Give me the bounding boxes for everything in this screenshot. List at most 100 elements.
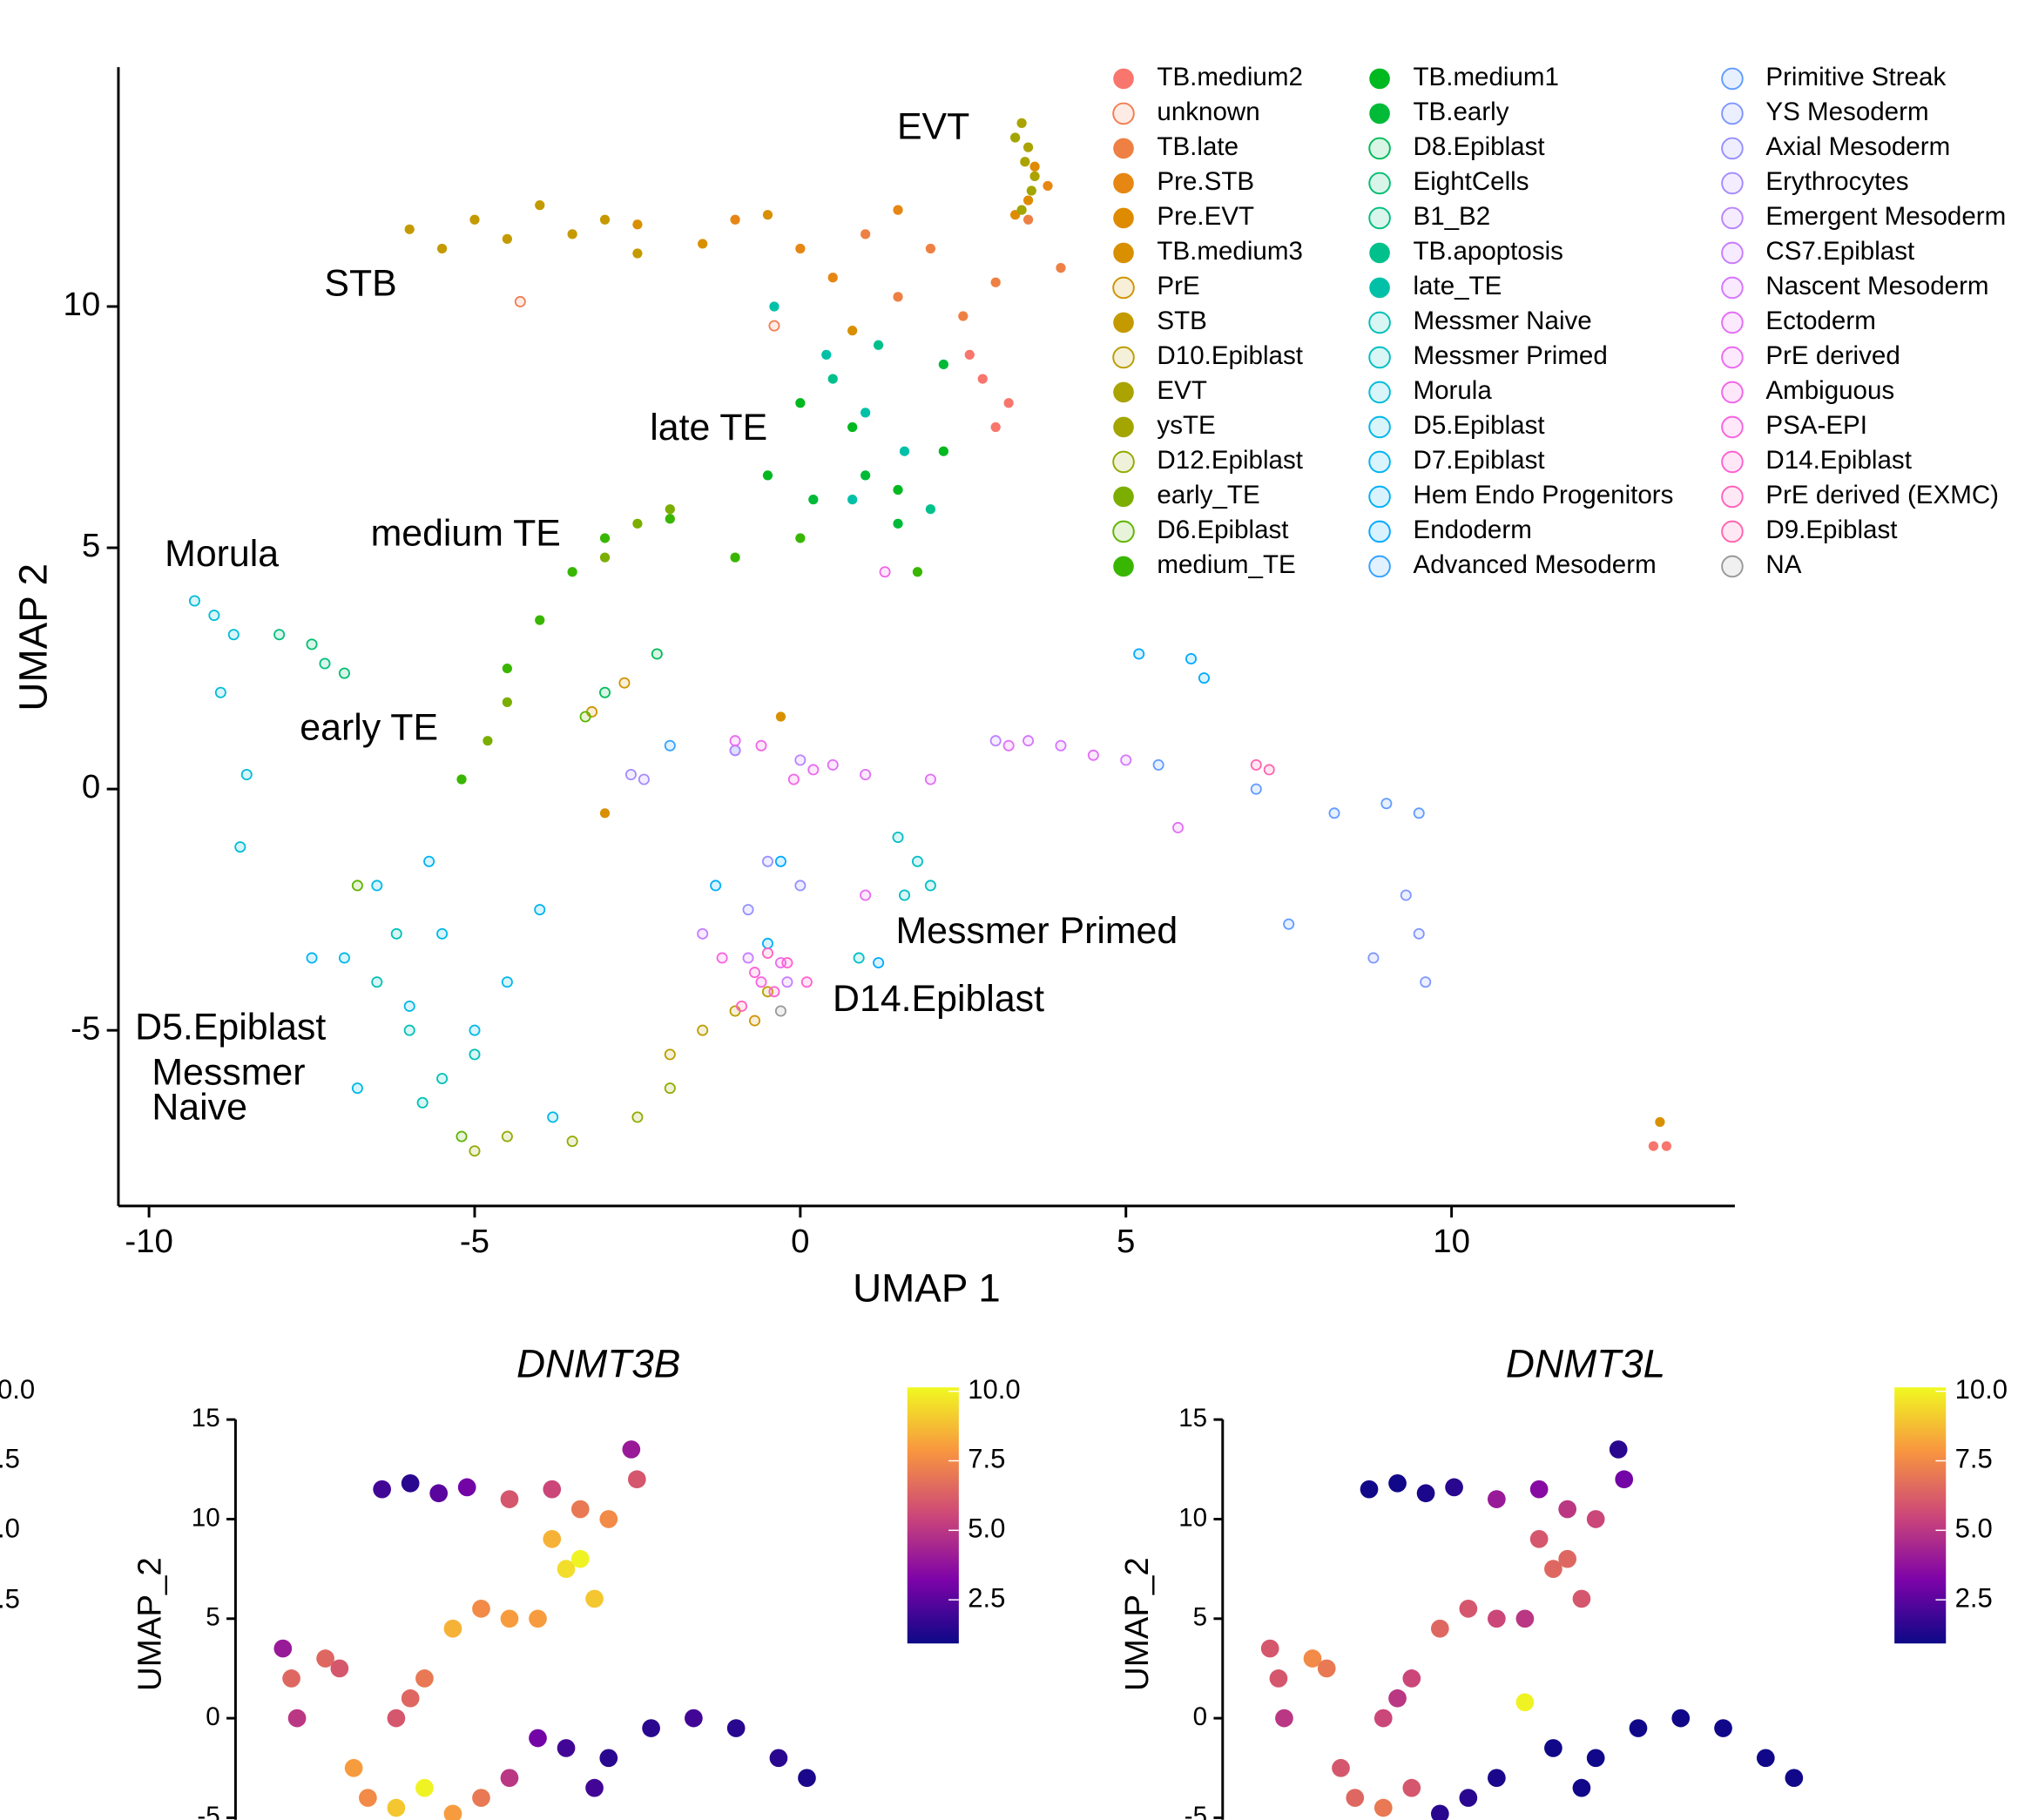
point	[893, 484, 903, 495]
cluster-label: D5.Epiblast	[135, 1007, 326, 1048]
point	[989, 735, 1002, 747]
y-tick-label: 10	[64, 286, 101, 323]
point	[1056, 263, 1066, 273]
y-axis-label: UMAP 2	[10, 563, 55, 711]
legend-marker	[1113, 556, 1134, 577]
point	[547, 1111, 559, 1123]
cell	[585, 1589, 604, 1608]
point	[827, 758, 839, 771]
point	[390, 927, 402, 940]
cell	[726, 1719, 746, 1737]
legend-label: Ambiguous	[1765, 376, 1894, 405]
cell	[273, 1639, 293, 1658]
point	[632, 248, 643, 259]
cell	[359, 1789, 377, 1807]
point	[1250, 758, 1262, 771]
cell	[472, 1600, 490, 1618]
point	[925, 504, 936, 515]
cell	[599, 1510, 618, 1528]
point	[827, 273, 838, 283]
legend-marker	[1112, 102, 1135, 125]
point	[781, 957, 793, 969]
legend-marker	[1721, 346, 1744, 369]
x-axis-label: UMAP 1	[853, 1265, 1001, 1310]
legend-label: D14.Epiblast	[1765, 446, 1912, 475]
legend-label: D8.Epiblast	[1413, 132, 1544, 161]
legend-marker	[1113, 486, 1134, 508]
legend-marker	[1721, 206, 1744, 230]
point	[755, 739, 767, 752]
colorbar-label: 10.0	[968, 1374, 1020, 1405]
legend-marker	[1368, 555, 1391, 578]
legend-marker	[1721, 520, 1744, 543]
legend-marker	[1368, 450, 1391, 474]
legend-label: PSA-EPI	[1765, 411, 1867, 440]
point	[631, 1111, 644, 1123]
point	[1152, 758, 1164, 771]
point	[502, 233, 512, 245]
point	[768, 320, 780, 332]
point	[736, 1000, 748, 1012]
point	[566, 1136, 578, 1148]
legend-label: D6.Epiblast	[1157, 516, 1288, 544]
cell	[316, 1649, 334, 1668]
point	[1185, 652, 1198, 664]
point	[638, 773, 650, 785]
cell	[1629, 1719, 1648, 1737]
cluster-label: Naive	[152, 1086, 247, 1128]
cell	[557, 1560, 576, 1578]
y-tick-label: 5	[82, 527, 100, 564]
cell	[429, 1484, 449, 1503]
point	[761, 937, 773, 949]
point	[514, 295, 526, 307]
point	[1120, 754, 1132, 766]
cell	[1488, 1490, 1506, 1508]
point	[1022, 195, 1034, 206]
legend-marker	[1721, 241, 1744, 265]
cell	[1416, 1484, 1435, 1503]
cell	[1459, 1600, 1478, 1618]
point	[1087, 749, 1099, 761]
point	[1661, 1141, 1672, 1151]
point	[423, 855, 435, 867]
point	[795, 398, 806, 408]
y-tick-label: 0	[82, 768, 100, 806]
legend-marker	[1113, 207, 1134, 229]
point	[1380, 798, 1393, 810]
legend-marker	[1721, 485, 1744, 509]
point	[1020, 157, 1030, 167]
legend-marker	[1368, 206, 1391, 230]
colorbar	[1894, 1387, 1947, 1644]
legend-label: NA	[1765, 550, 1801, 579]
point	[1022, 735, 1035, 747]
point	[1263, 764, 1275, 776]
y-tick-label: -5	[197, 1802, 219, 1820]
cell	[685, 1709, 703, 1728]
point	[762, 470, 773, 481]
point	[899, 889, 911, 901]
cluster-label: medium TE	[371, 512, 561, 554]
legend-marker	[1721, 415, 1744, 439]
legend-label: B1_B2	[1413, 202, 1490, 231]
point	[436, 243, 448, 254]
point	[404, 224, 415, 234]
cell	[570, 1500, 590, 1519]
point	[742, 952, 754, 964]
point	[502, 697, 512, 707]
legend-label: PrE	[1157, 272, 1199, 300]
cell	[1360, 1480, 1379, 1499]
x-tick-label: 10	[1433, 1223, 1470, 1260]
point	[1648, 1141, 1659, 1151]
cell	[500, 1490, 519, 1508]
point	[1026, 185, 1036, 196]
point	[214, 686, 226, 698]
cell	[622, 1440, 641, 1459]
cell	[585, 1778, 604, 1797]
colorbar-label: .5	[0, 1584, 20, 1614]
point	[794, 754, 807, 766]
colorbar-label: 5.0	[1955, 1513, 1993, 1544]
point	[665, 504, 675, 515]
cell	[287, 1709, 307, 1728]
cluster-label: late TE	[650, 407, 767, 448]
cell	[472, 1789, 490, 1807]
